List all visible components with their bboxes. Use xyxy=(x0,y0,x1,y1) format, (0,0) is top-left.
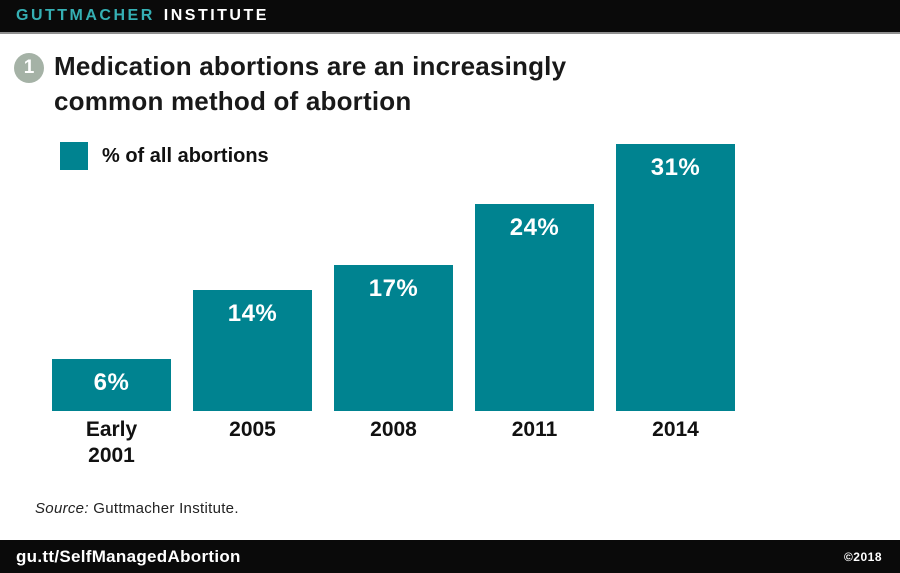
legend: % of all abortions xyxy=(60,142,269,170)
brand-institute: INSTITUTE xyxy=(163,7,269,24)
bar-value-label: 6% xyxy=(93,369,130,396)
bar-value-label: 14% xyxy=(227,300,278,327)
bar-chart: 6% 14% 17% 24% 31% xyxy=(52,144,735,411)
footer-url: gu.tt/SelfManagedAbortion xyxy=(16,546,241,566)
bar-2014: 31% xyxy=(616,144,735,411)
bar-value-label: 24% xyxy=(509,214,560,241)
bar-2005: 14% xyxy=(193,290,312,411)
chart-title: Medication abortions are an increasingly… xyxy=(54,51,567,116)
brand-guttmacher: GUTTMACHER xyxy=(16,7,155,24)
source-line: Source: Guttmacher Institute. xyxy=(35,500,239,517)
source-text: Guttmacher Institute. xyxy=(88,500,239,517)
bar-value-label: 31% xyxy=(650,154,701,181)
legend-swatch xyxy=(60,142,88,170)
source-prefix: Source: xyxy=(35,500,89,517)
figure-number-badge: 1 xyxy=(14,53,44,83)
bar-2008: 17% xyxy=(334,265,453,411)
x-axis-label: Early 2001 xyxy=(85,418,138,468)
bar-value-label: 17% xyxy=(368,275,419,302)
bar-2011: 24% xyxy=(475,204,594,411)
footer-bar: gu.tt/SelfManagedAbortion ©2018 xyxy=(0,540,900,573)
x-axis-labels: Early 2001 2005 2008 2011 2014 xyxy=(52,417,735,470)
x-axis-label: 2008 xyxy=(370,418,417,441)
legend-label: % of all abortions xyxy=(102,144,269,167)
footer-copyright: ©2018 xyxy=(843,549,882,564)
x-axis-label: 2014 xyxy=(652,418,699,441)
header-bar: GUTTMACHER INSTITUTE xyxy=(0,0,900,34)
x-axis-label: 2011 xyxy=(511,418,558,441)
bar-early-2001: 6% xyxy=(52,359,171,411)
x-axis-label: 2005 xyxy=(229,418,276,441)
